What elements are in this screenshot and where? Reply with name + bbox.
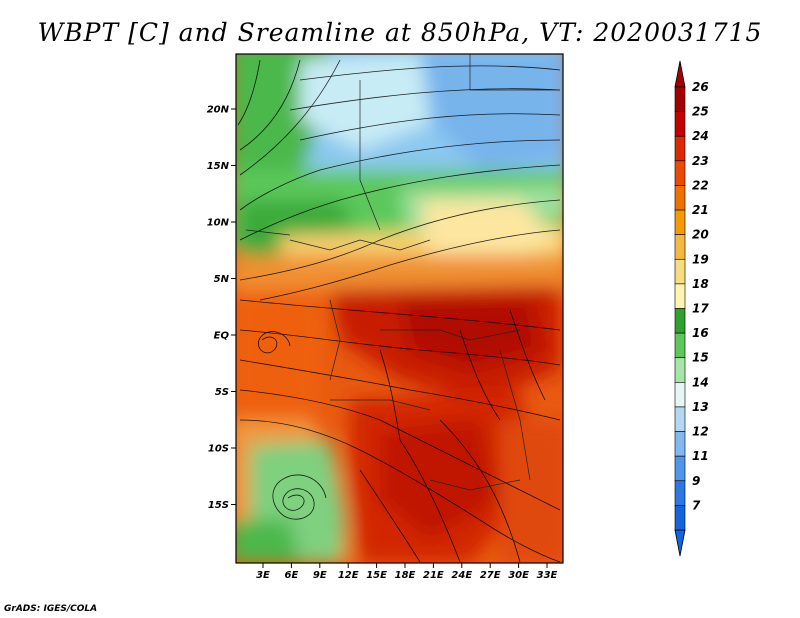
colorbar-swatch — [674, 111, 686, 137]
colorbar-label: 17 — [692, 302, 709, 316]
colorbar-label: 18 — [692, 277, 709, 291]
colorbar-swatch — [674, 480, 686, 506]
colorbar: 26 25 24 23 22 21 20 19 18 17 16 15 14 13 12 11 9 7 — [674, 60, 709, 557]
colorbar-label: 7 — [692, 498, 701, 512]
colorbar-label: 12 — [692, 425, 709, 439]
colorbar-swatch — [674, 357, 686, 383]
colorbar-swatch — [674, 505, 686, 531]
lat-tick-label: 5S — [215, 387, 229, 398]
colorbar-label: 20 — [692, 228, 709, 242]
colorbar-swatch — [674, 308, 686, 334]
colorbar-swatch — [674, 234, 686, 260]
colorbar-swatch — [674, 160, 686, 186]
lon-tick-label: 30E — [508, 570, 529, 581]
colorbar-top-arrow — [674, 60, 686, 88]
colorbar-label: 14 — [692, 375, 709, 389]
lon-tick-label: 21E — [423, 570, 444, 581]
lon-tick-label: 15E — [366, 570, 387, 581]
lat-tick-label: 5N — [214, 274, 230, 285]
lon-tick-label: 33E — [537, 570, 558, 581]
lon-tick-label: 6E — [285, 570, 299, 581]
colorbar-label: 11 — [692, 449, 709, 463]
lon-tick-label: 24E — [451, 570, 472, 581]
colorbar-swatch — [674, 283, 686, 309]
lat-tick-label: 10S — [208, 444, 229, 455]
lat-tick-label: 10N — [207, 218, 230, 229]
colorbar-label: 26 — [692, 80, 709, 94]
country-borders — [245, 54, 560, 491]
colorbar-label: 19 — [692, 252, 709, 266]
map-title: WBPT [C] and Sreamline at 850hPa, VT: 20… — [37, 18, 763, 47]
lat-tick-label: 15N — [207, 161, 230, 172]
colorbar-label: 25 — [692, 105, 709, 119]
colorbar-swatch — [674, 135, 686, 162]
colorbar-swatch — [674, 455, 686, 482]
latitude-axis: 20N 15N 10N 5N EQ 5S 10S 15S — [207, 105, 236, 511]
temperature-field — [236, 54, 563, 563]
colorbar-label: 15 — [692, 351, 709, 365]
lon-tick-label: 12E — [338, 570, 359, 581]
map-frame — [235, 53, 564, 564]
streamlines — [237, 59, 561, 563]
colorbar-swatch — [674, 185, 686, 211]
lat-tick-label: 20N — [207, 105, 230, 116]
colorbar-swatch — [674, 431, 686, 457]
colorbar-label: 24 — [692, 129, 709, 143]
colorbar-swatch — [674, 332, 686, 359]
colorbar-bottom-arrow — [674, 529, 686, 557]
colorbar-label: 21 — [692, 203, 709, 217]
colorbar-swatch — [674, 406, 686, 432]
colorbar-swatch — [674, 86, 686, 112]
colorbar-label: 16 — [692, 326, 709, 340]
lat-tick-label: 15S — [208, 500, 229, 511]
colorbar-swatch — [674, 258, 686, 285]
colorbar-swatch — [674, 382, 686, 408]
colorbar-label: 23 — [692, 154, 709, 168]
colorbar-swatch — [674, 209, 686, 235]
lon-tick-label: 18E — [395, 570, 416, 581]
footer-credit: GrADS: IGES/COLA — [4, 604, 98, 614]
lat-tick-label: EQ — [214, 331, 230, 342]
lon-tick-label: 3E — [256, 570, 270, 581]
colorbar-label: 22 — [692, 178, 709, 192]
colorbar-label: 13 — [692, 400, 709, 414]
colorbar-label: 9 — [692, 474, 700, 488]
lon-tick-label: 27E — [480, 570, 501, 581]
longitude-axis: 3E 6E 9E 12E 15E 18E 21E 24E 27E 30E 33E — [256, 563, 558, 581]
lon-tick-label: 9E — [313, 570, 327, 581]
